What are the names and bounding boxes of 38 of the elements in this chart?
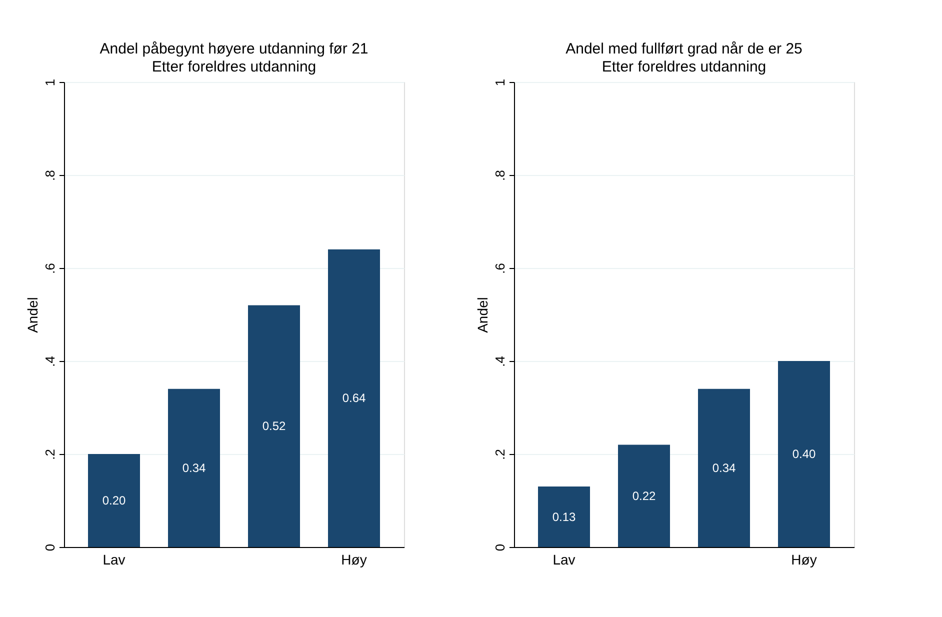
chart-subtitle: Etter foreldres utdanning	[602, 58, 766, 76]
y-axis-title: Andel	[474, 297, 490, 333]
bar	[168, 388, 220, 547]
x-tick-label: Lav	[102, 552, 126, 568]
y-tick-label: .6	[492, 263, 508, 274]
chart-title: Andel med fullført grad når de er 25	[566, 40, 802, 58]
bar	[538, 486, 590, 547]
y-tick-label: .8	[492, 170, 508, 181]
x-tick-label: Høy	[791, 552, 817, 568]
bar	[778, 361, 830, 547]
chart-title: Andel påbegynt høyere utdanning før 21	[100, 40, 368, 58]
x-tick-label: Lav	[552, 552, 576, 568]
data-label: 0.20	[102, 494, 126, 508]
data-label: 0.52	[262, 419, 286, 434]
y-tick-label: .6	[42, 263, 58, 274]
chart-subtitle: Etter foreldres utdanning	[152, 58, 316, 76]
bar	[618, 444, 670, 547]
y-tick-label: 1	[492, 78, 508, 86]
bar	[698, 388, 750, 547]
y-axis-title: Andel	[24, 297, 40, 333]
data-label: 0.34	[182, 460, 206, 475]
y-tick-label: .2	[42, 449, 58, 460]
data-label: 0.13	[552, 510, 576, 524]
y-tick-label: 0	[492, 544, 508, 552]
bar	[88, 454, 140, 547]
y-tick-label: .8	[42, 170, 58, 181]
data-label: 0.40	[792, 447, 816, 461]
y-tick-label: .4	[42, 356, 58, 367]
y-tick-label: .4	[492, 356, 508, 367]
data-label: 0.34	[712, 460, 736, 475]
bar	[328, 249, 380, 547]
y-tick-label: 0	[42, 544, 58, 552]
data-label: 0.64	[342, 391, 366, 406]
bar	[248, 305, 300, 547]
x-tick-label: Høy	[341, 552, 367, 568]
data-label: 0.22	[632, 488, 656, 503]
y-tick-label: 1	[42, 78, 58, 86]
y-tick-label: .2	[492, 449, 508, 460]
